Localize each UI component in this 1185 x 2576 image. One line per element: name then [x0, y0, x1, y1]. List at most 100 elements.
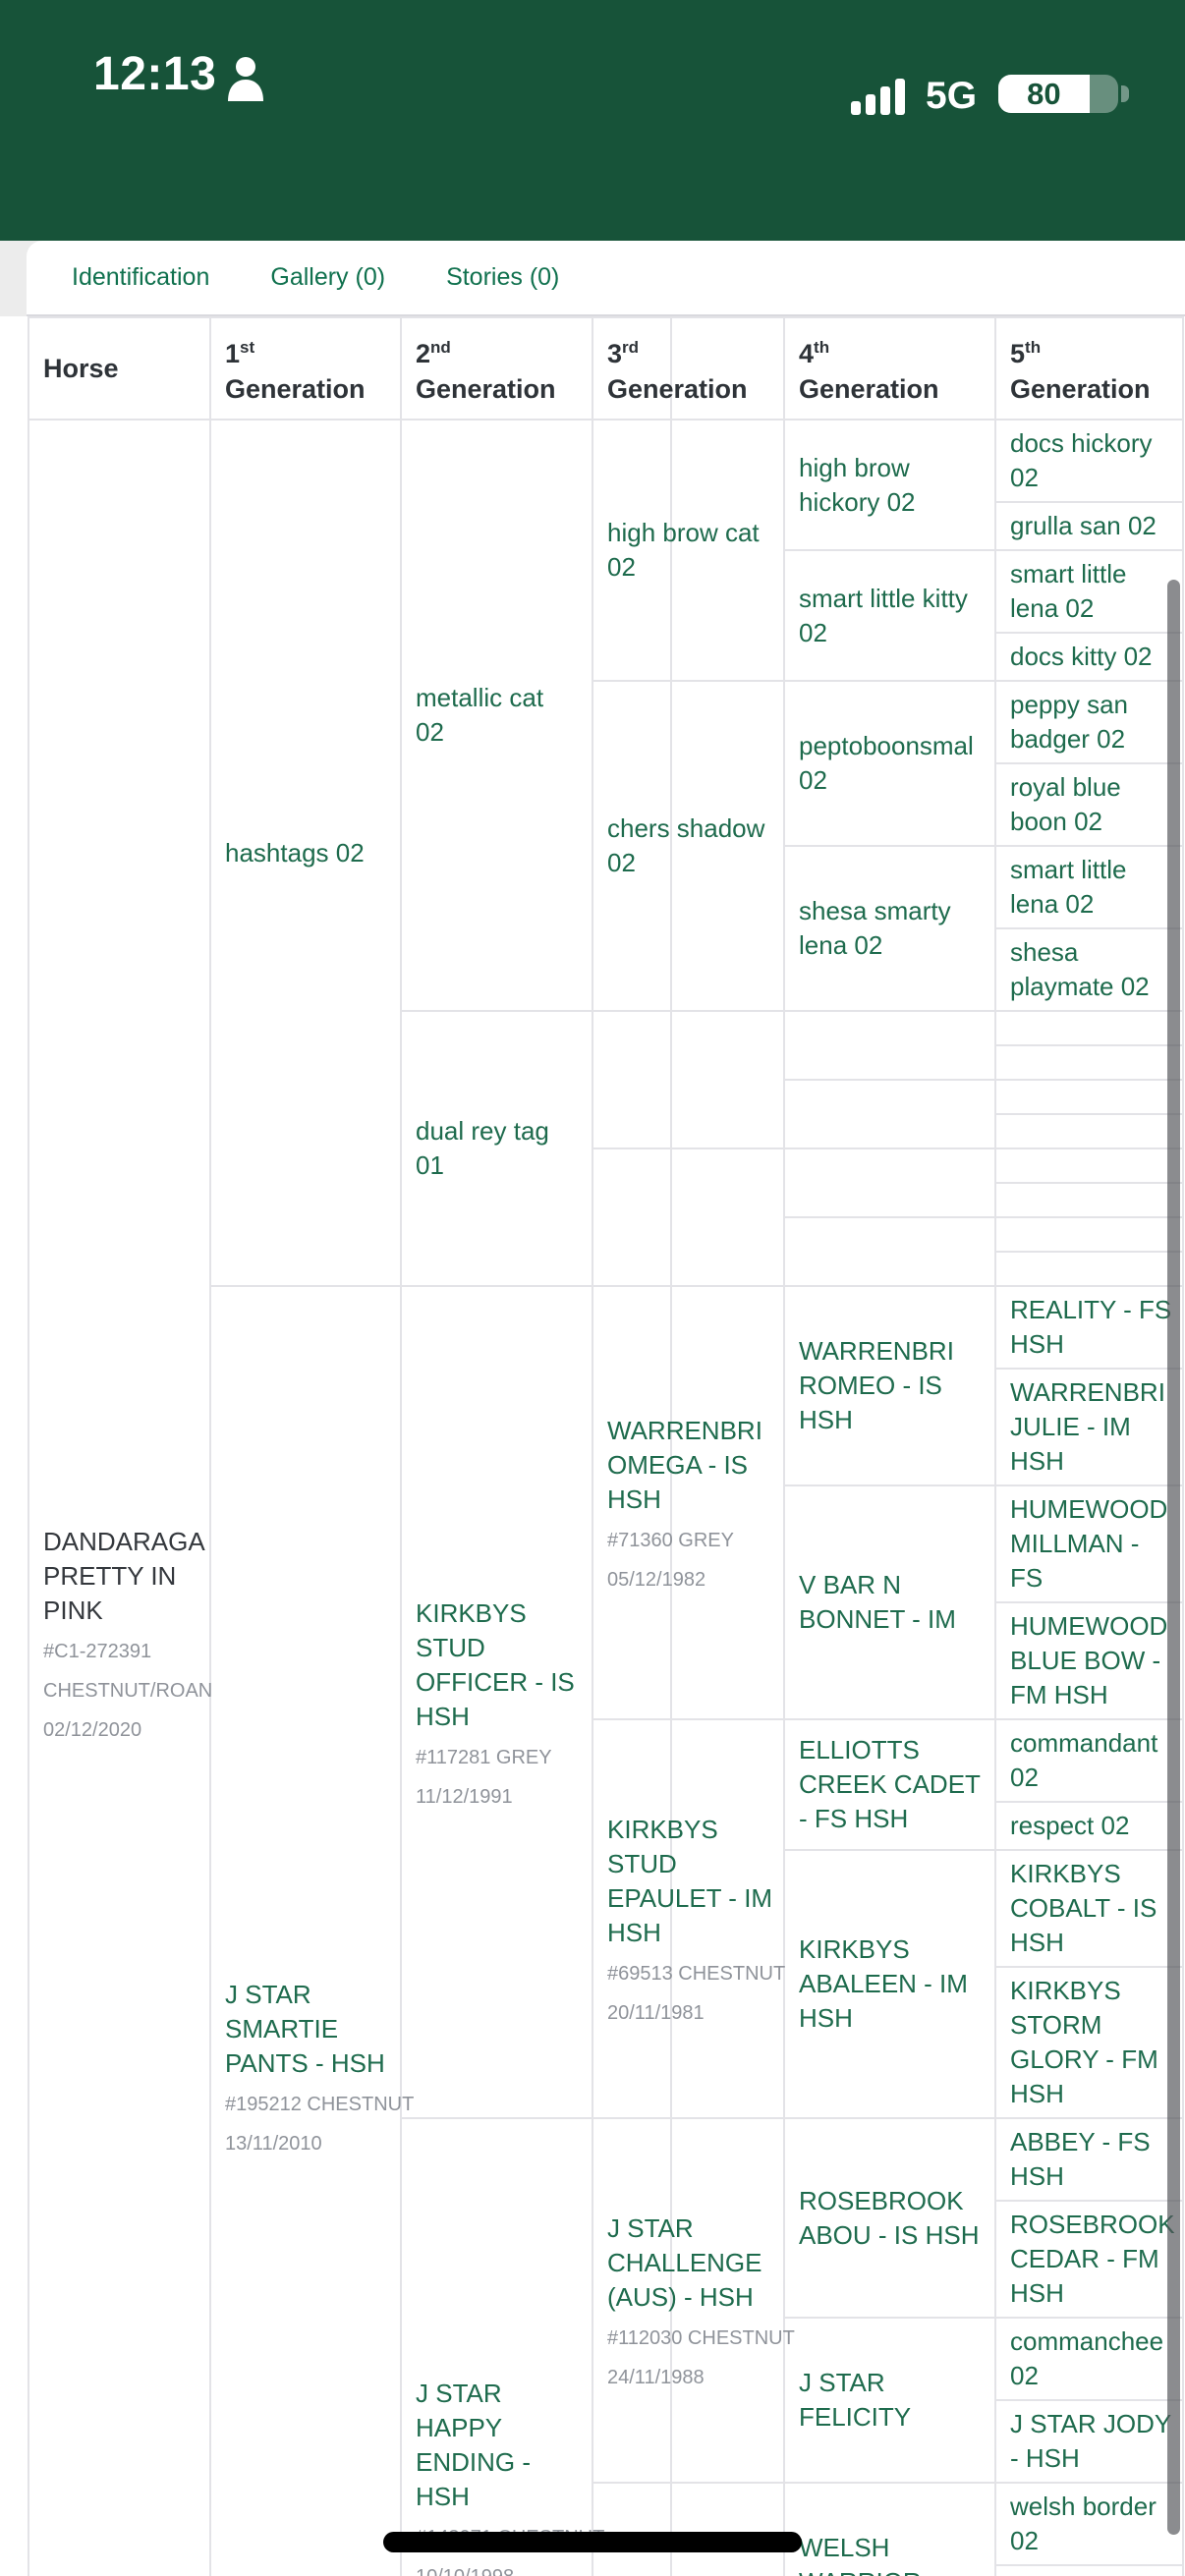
pedigree-row-15 [28, 1216, 1184, 1287]
gen5-cell-19-name[interactable]: HUMEWOOD MILLMAN - FS [1010, 1494, 1168, 1593]
gen1-cell-1-name[interactable]: hashtags 02 [225, 837, 365, 868]
pedigree-row-2: grulla san 02 [28, 501, 1184, 551]
gen5-cell-20-name[interactable]: HUMEWOOD BLUE BOW - FM HSH [1010, 1611, 1168, 1709]
column-header-gen3-spacer [670, 316, 785, 420]
gen2-cell-1-name[interactable]: metallic cat 02 [416, 683, 544, 747]
gen5-cell-29-name[interactable]: welsh border 02 [1010, 2492, 1157, 2555]
gen5-cell-1: docs hickory 02 [994, 419, 1184, 503]
pedigree-header-row: Horse 1st Generation 2nd Generation 3rd Gen… [28, 316, 1184, 420]
pedigree-row-27: J STAR FELICITY commanchee 02 [28, 2317, 1184, 2484]
gen5-cell-22-name[interactable]: respect 02 [1010, 1811, 1130, 1840]
gen1-cell-2-dob: 13/11/2010 [225, 2133, 322, 2155]
gen3-cell-1-name[interactable]: high brow cat 02 [607, 518, 760, 582]
pedigree-row-1: DANDARAGA PRETTY IN PINK #C1-272391 CHESTN… [28, 419, 1184, 2576]
pedigree-row-16 [28, 1251, 1184, 1287]
pedigree-row-3: smart little kitty 02 smart little lena 0… [28, 549, 1184, 682]
pedigree-row-18: WARRENBRI JULIE - IM HSH [28, 1368, 1184, 1486]
gen5-cell-28-name[interactable]: J STAR JODY - HSH [1010, 2409, 1172, 2473]
gen3-cell-6-name[interactable]: KIRKBYS STUD EPAULET - IM HSH [607, 1815, 773, 1947]
gen4-cell-14-name[interactable]: J STAR FELICITY [799, 2368, 912, 2432]
gen5-cell-24-name[interactable]: KIRKBYS STORM GLORY - FM HSH [1010, 1976, 1158, 2108]
gen5-cell-23-name[interactable]: KIRKBYS COBALT - IS HSH [1010, 1859, 1157, 1957]
gen2-cell-2: dual rey tag 01 [400, 1010, 593, 1287]
gen4-cell-10-name[interactable]: V BAR N BONNET - IM [799, 1570, 956, 1634]
pedigree-row-10 [28, 1044, 1184, 1081]
gen3-cell-7: J STAR CHALLENGE (AUS) - HSH #112030 CHES… [592, 2117, 795, 2484]
gen5-cell-30-name[interactable]: birthday present 02 [1010, 2572, 1182, 2576]
gen5-cell-18-name[interactable]: WARRENBRI JULIE - IM HSH [1010, 1377, 1165, 1476]
pedigree-row-5: chers shadow 02 peptoboonsmal 02 peppy san… [28, 680, 1184, 1012]
gen5-cell-6-name[interactable]: royal blue boon 02 [1010, 772, 1121, 836]
gen3-cell-7-reg: #112030 CHESTNUT [607, 2327, 795, 2349]
gen5-cell-17-name[interactable]: REALITY - FS HSH [1010, 1295, 1172, 1359]
pedigree-row-19: V BAR N BONNET - IM HUMEWOOD MILLMAN - FS [28, 1484, 1184, 1720]
pedigree-row-7: shesa smarty lena 02 smart little lena 02 [28, 845, 1184, 1012]
gen5-cell-3-name[interactable]: smart little lena 02 [1010, 559, 1127, 623]
page-scrollbar[interactable] [1167, 580, 1180, 2535]
gen2-cell-4-name[interactable]: J STAR HAPPY ENDING - HSH [416, 2379, 531, 2511]
gen5-cell-21-name[interactable]: commandant 02 [1010, 1728, 1158, 1792]
pedigree-row-8: shesa playmate 02 [28, 927, 1184, 1012]
gen5-cell-14 [994, 1182, 1184, 1218]
horse-cell-coat: CHESTNUT/ROAN [43, 1680, 213, 1702]
gen1-cell-2: J STAR SMARTIE PANTS - HSH #195212 CHESTN… [209, 1285, 414, 2576]
gen5-cell-8-name[interactable]: shesa playmate 02 [1010, 937, 1150, 1001]
gen3-spacer-6 [670, 1718, 785, 2119]
gen4-cell-2-name[interactable]: smart little kitty 02 [799, 583, 968, 647]
gen4-cell-13-name[interactable]: ROSEBROOK ABOU - IS HSH [799, 2185, 980, 2250]
gen5-cell-4-name[interactable]: docs kitty 02 [1010, 642, 1153, 671]
column-header-gen1: 1st Generation [209, 316, 402, 420]
person-icon [228, 57, 263, 101]
gen5-cell-17: REALITY - FS HSH [994, 1285, 1184, 1370]
gen3-cell-6-reg: #69513 CHESTNUT [607, 1963, 786, 1985]
gen3-cell-5: WARRENBRI OMEGA - IS HSH #71360 GREY 05/12… [592, 1285, 762, 1720]
gen5-cell-26-name[interactable]: ROSEBROOK CEDAR - FM HSH [1010, 2210, 1175, 2308]
gen3-cell-3 [592, 1010, 672, 1149]
gen4-cell-3-name[interactable]: peptoboonsmal 02 [799, 731, 974, 795]
gen5-cell-1-name[interactable]: docs hickory 02 [1010, 428, 1153, 492]
gen3-spacer-4 [670, 1148, 785, 1287]
horse-cell-dob: 02/12/2020 [43, 1719, 142, 1741]
gen2-cell-4: J STAR HAPPY ENDING - HSH#143071 CHESTNU… [400, 2117, 604, 2576]
gen4-cell-4: shesa smarty lena 02 [783, 845, 996, 1012]
gen3-cell-2-name[interactable]: chers shadow 02 [607, 813, 765, 877]
pedigree-row-24: KIRKBYS STORM GLORY - FM HSH [28, 1966, 1184, 2119]
gen4-cell-9-name[interactable]: WARRENBRI ROMEO - IS HSH [799, 1336, 954, 1434]
gen5-cell-5: peppy san badger 02 [994, 680, 1184, 764]
gen2-cell-3-name[interactable]: KIRKBYS STUD OFFICER - IS HSH [416, 1597, 575, 1731]
gen3-cell-1: high brow cat 02 [592, 419, 760, 682]
gen5-cell-4: docs kitty 02 [994, 632, 1184, 682]
gen4-cell-11-name[interactable]: ELLIOTTS CREEK CADET - FS HSH [799, 1735, 981, 1833]
gen4-cell-12-name[interactable]: KIRKBYS ABALEEN - IM HSH [799, 1934, 968, 2033]
gen5-cell-13 [994, 1148, 1184, 1184]
gen5-cell-25-name[interactable]: ABBEY - FS HSH [1010, 2127, 1151, 2191]
tab-gallery[interactable]: Gallery (0) [270, 263, 386, 291]
gen5-cell-2-name[interactable]: grulla san 02 [1010, 511, 1157, 540]
tab-stories[interactable]: Stories (0) [446, 263, 560, 291]
pedigree-row-25: J STAR HAPPY ENDING - HSH#143071 CHESTNU… [28, 2117, 1184, 2576]
pedigree-row-21: KIRKBYS STUD EPAULET - IM HSH #69513 CHES… [28, 1718, 1184, 2119]
gen3-spacer-8 [670, 2482, 785, 2576]
gen4-cell-4-name[interactable]: shesa smarty lena 02 [799, 896, 951, 960]
gen1-cell-1: hashtags 02 [209, 419, 402, 1287]
pedigree-row-9: dual rey tag 01 [28, 1010, 1184, 1287]
pedigree-row-22: respect 02 [28, 1801, 1184, 1851]
gen5-cell-27-name[interactable]: commanchee 02 [1010, 2326, 1164, 2390]
gen4-cell-15: WELSH WARRIOR [783, 2482, 996, 2576]
gen1-cell-2-name[interactable]: J STAR SMARTIE PANTS - HSH [225, 1980, 385, 2078]
gen5-cell-7-name[interactable]: smart little lena 02 [1010, 855, 1127, 919]
gen4-cell-15-name[interactable]: WELSH WARRIOR [799, 2533, 922, 2576]
gen4-cell-1-name[interactable]: high brow hickory 02 [799, 452, 916, 517]
pedigree-body: DANDARAGA PRETTY IN PINK #C1-272391 CHESTN… [28, 419, 1184, 2576]
battery-fill [998, 75, 1090, 113]
gen5-cell-7: smart little lena 02 [994, 845, 1184, 929]
pedigree-row-17: J STAR SMARTIE PANTS - HSH #195212 CHESTN… [28, 1285, 1184, 2576]
gen2-cell-2-name[interactable]: dual rey tag 01 [416, 1116, 549, 1180]
tab-identification[interactable]: Identification [72, 263, 210, 291]
gen4-cell-10: V BAR N BONNET - IM [783, 1484, 996, 1720]
gen3-cell-7-name[interactable]: J STAR CHALLENGE (AUS) - HSH [607, 2213, 762, 2312]
home-indicator[interactable] [383, 2532, 802, 2552]
gen5-cell-5-name[interactable]: peppy san badger 02 [1010, 690, 1128, 754]
gen4-cell-9: WARRENBRI ROMEO - IS HSH [783, 1285, 996, 1486]
gen3-cell-5-name[interactable]: WARRENBRI OMEGA - IS HSH [607, 1416, 762, 1514]
